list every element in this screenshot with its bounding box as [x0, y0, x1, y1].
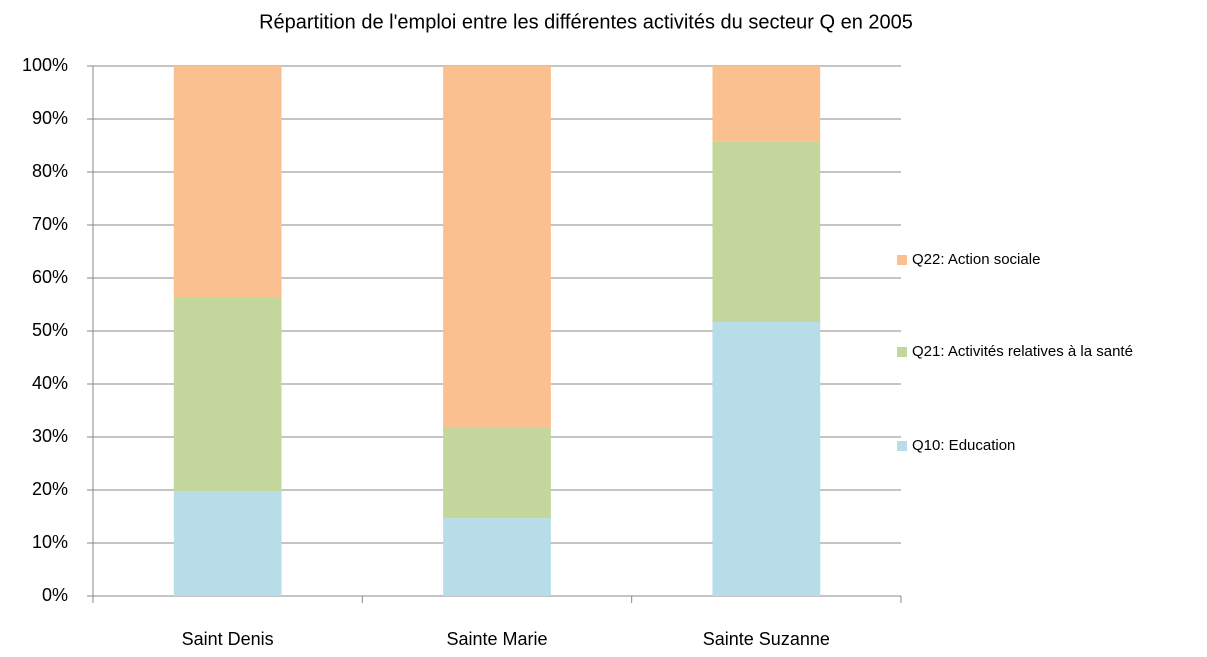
x-tick-label: Saint Denis — [182, 629, 274, 649]
y-tick-label: 100% — [22, 55, 68, 75]
y-tick-label: 50% — [32, 320, 68, 340]
y-tick-label: 0% — [42, 585, 68, 605]
legend-label: Q22: Action sociale — [912, 251, 1040, 268]
y-tick-label: 30% — [32, 426, 68, 446]
legend-label: Q10: Education — [912, 437, 1015, 454]
chart-title: Répartition de l'emploi entre les différ… — [259, 11, 913, 33]
y-tick-label: 10% — [32, 532, 68, 552]
bar-segment — [173, 491, 282, 596]
x-tick-label: Sainte Marie — [446, 629, 547, 649]
bar-segment — [443, 66, 551, 428]
bar-segment — [712, 141, 821, 322]
bar-segment — [712, 321, 821, 596]
bar-segment — [443, 427, 551, 519]
bar-segment — [173, 297, 282, 492]
y-tick-label: 40% — [32, 373, 68, 393]
legend-swatch — [897, 441, 907, 451]
y-tick-label: 70% — [32, 214, 68, 234]
y-tick-label: 80% — [32, 161, 68, 181]
legend-swatch — [897, 347, 907, 357]
y-tick-label: 20% — [32, 479, 68, 499]
x-tick-label: Sainte Suzanne — [703, 629, 830, 649]
y-tick-label: 90% — [32, 108, 68, 128]
legend-swatch — [897, 255, 907, 265]
legend-label: Q21: Activités relatives à la santé — [912, 343, 1133, 360]
bar-segment — [173, 66, 282, 298]
y-tick-label: 60% — [32, 267, 68, 287]
bar-segment — [443, 518, 551, 596]
bar-segment — [712, 66, 821, 142]
